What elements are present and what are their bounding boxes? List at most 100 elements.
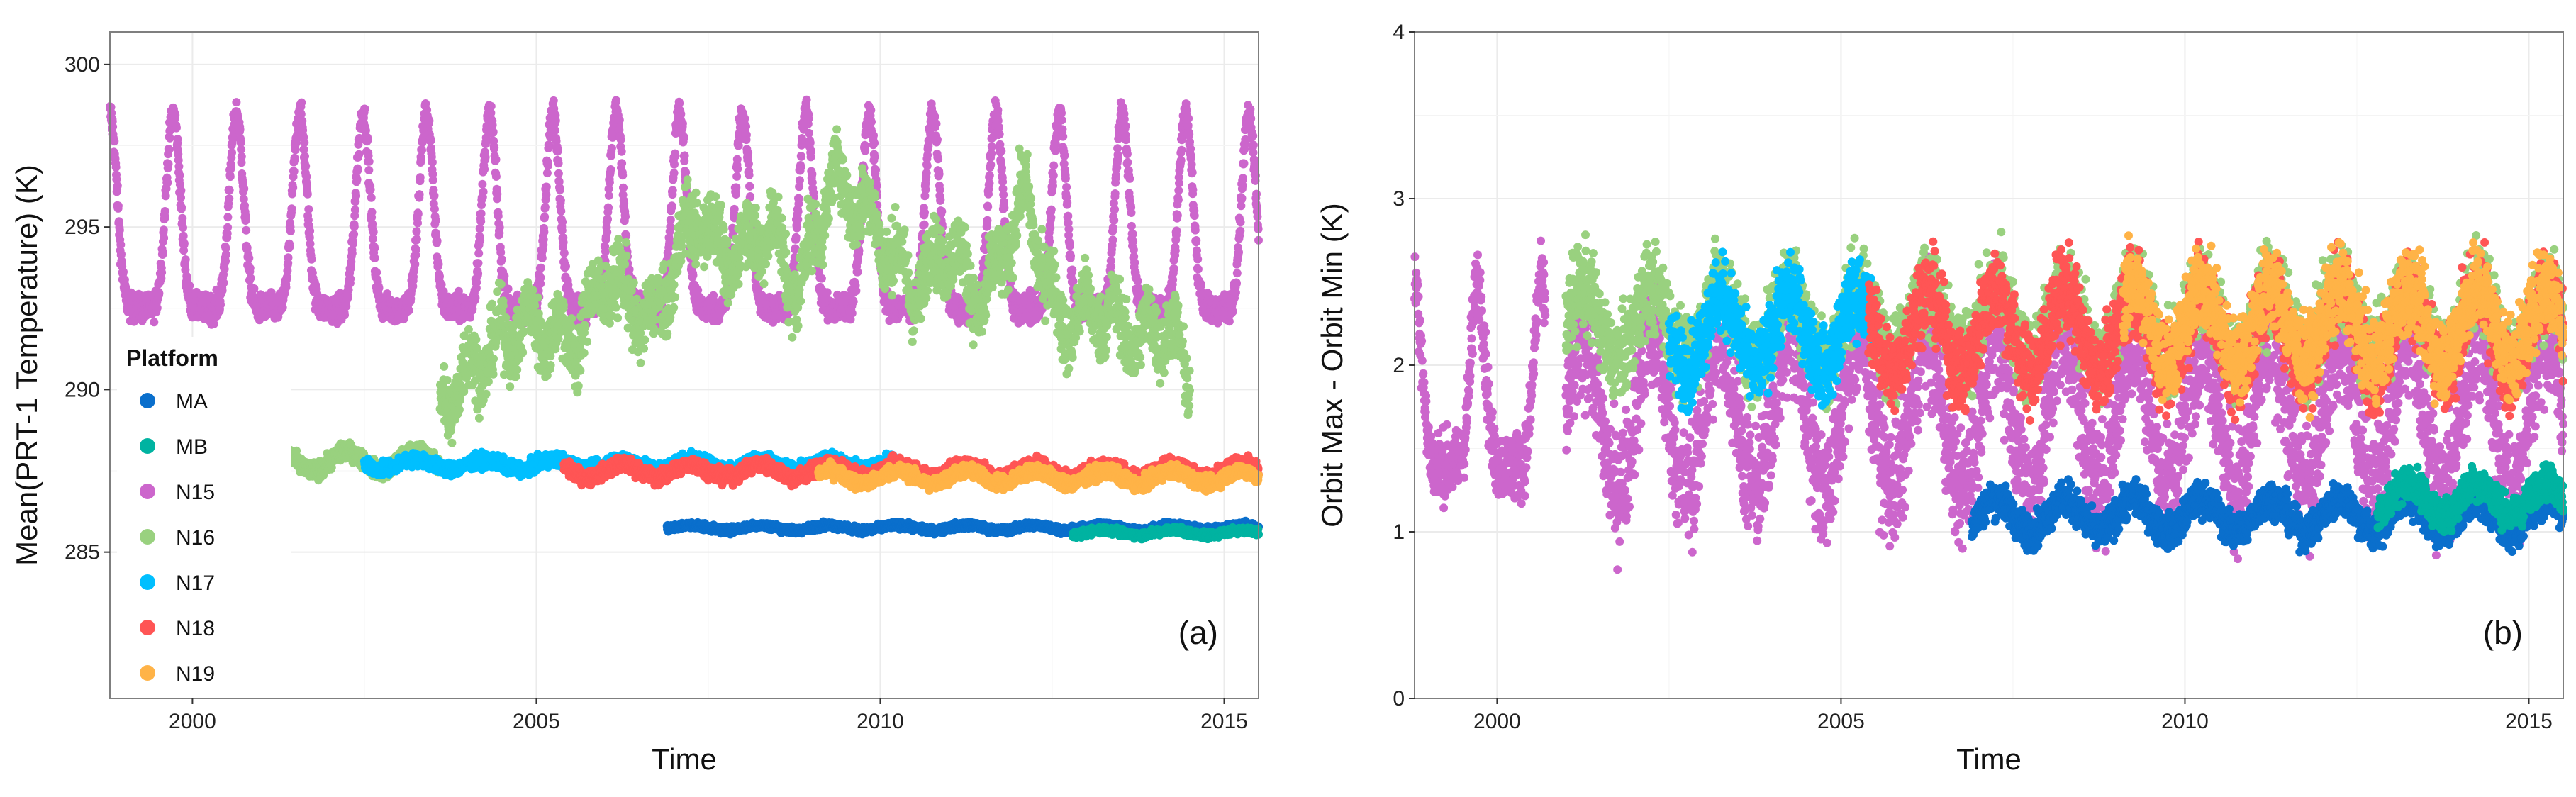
data-point: [1127, 221, 1136, 230]
data-point: [621, 212, 630, 221]
data-point: [1193, 255, 1203, 264]
data-point: [823, 288, 832, 297]
data-point: [300, 138, 309, 147]
data-point: [986, 160, 996, 169]
data-point: [404, 306, 413, 315]
data-point: [1108, 223, 1117, 233]
data-point: [678, 119, 687, 128]
data-point: [804, 114, 813, 123]
data-point: [481, 152, 490, 162]
data-point: [494, 211, 503, 221]
data-point: [236, 138, 245, 147]
data-point: [111, 162, 121, 172]
data-point: [290, 153, 299, 162]
data-point: [1234, 247, 1243, 257]
data-point: [601, 247, 610, 256]
data-point: [549, 96, 558, 105]
data-point: [240, 184, 249, 194]
data-point: [343, 294, 352, 303]
data-point: [430, 191, 439, 200]
data-point: [163, 178, 172, 187]
data-point: [1047, 213, 1056, 222]
data-point: [1049, 182, 1057, 191]
data-point: [225, 186, 234, 195]
data-point: [179, 231, 188, 240]
data-point: [108, 122, 118, 131]
data-point: [540, 203, 550, 212]
data-point: [350, 222, 359, 231]
data-point: [668, 186, 677, 195]
data-point: [539, 235, 548, 244]
data-point: [352, 191, 361, 201]
data-point: [1110, 189, 1120, 198]
data-point: [493, 189, 502, 199]
data-point: [113, 182, 122, 190]
data-point: [1249, 131, 1258, 140]
data-point: [242, 243, 252, 252]
data-point: [1133, 277, 1142, 286]
data-point: [350, 206, 359, 214]
data-point: [116, 240, 126, 250]
data-point: [536, 263, 545, 272]
data-point: [110, 137, 119, 146]
data-point: [1172, 226, 1181, 235]
data-point: [679, 132, 688, 141]
data-point: [921, 185, 930, 194]
data-point: [1192, 236, 1201, 245]
data-point: [235, 125, 245, 134]
data-point: [221, 244, 230, 253]
data-point: [374, 284, 384, 293]
data-point: [221, 250, 230, 259]
data-point: [113, 201, 123, 211]
data-point: [1249, 140, 1258, 150]
panel-a-points: [106, 95, 1263, 544]
data-point: [159, 225, 168, 235]
data-point: [171, 111, 180, 120]
data-point: [537, 253, 547, 262]
data-point: [164, 160, 173, 169]
data-point: [412, 235, 421, 244]
data-point: [367, 208, 377, 217]
data-point: [434, 260, 443, 269]
data-point: [544, 161, 552, 170]
data-point: [242, 225, 251, 235]
data-point: [615, 116, 624, 125]
data-point: [993, 106, 1003, 115]
data-point: [175, 171, 184, 180]
data-point: [557, 226, 567, 235]
data-point: [1239, 159, 1249, 168]
data-point: [476, 217, 486, 226]
data-point: [871, 165, 880, 174]
data-point: [987, 142, 996, 151]
data-point: [997, 146, 1006, 155]
data-point: [412, 227, 421, 236]
data-point: [225, 172, 235, 182]
data-point: [1108, 235, 1117, 245]
data-point: [413, 218, 422, 228]
data-point: [867, 117, 876, 126]
data-point: [1107, 262, 1116, 271]
data-point: [179, 223, 187, 233]
data-point: [503, 284, 513, 294]
data-point: [1057, 116, 1066, 125]
data-point: [796, 162, 805, 172]
data-point: [793, 215, 803, 224]
data-point: [160, 207, 169, 216]
data-point: [220, 264, 229, 274]
data-point: [209, 319, 218, 328]
data-point: [935, 185, 944, 194]
data-point: [491, 172, 501, 181]
data-point: [497, 255, 506, 264]
data-point: [806, 146, 815, 155]
data-point: [1190, 211, 1199, 221]
data-point: [289, 183, 298, 192]
data-point: [1232, 269, 1242, 278]
data-point: [559, 249, 569, 257]
data-point: [430, 204, 439, 213]
data-point: [1049, 161, 1059, 170]
data-point: [793, 207, 803, 216]
data-point: [476, 209, 486, 218]
data-point: [983, 202, 993, 211]
data-point: [301, 152, 309, 161]
data-point: [1121, 121, 1130, 130]
